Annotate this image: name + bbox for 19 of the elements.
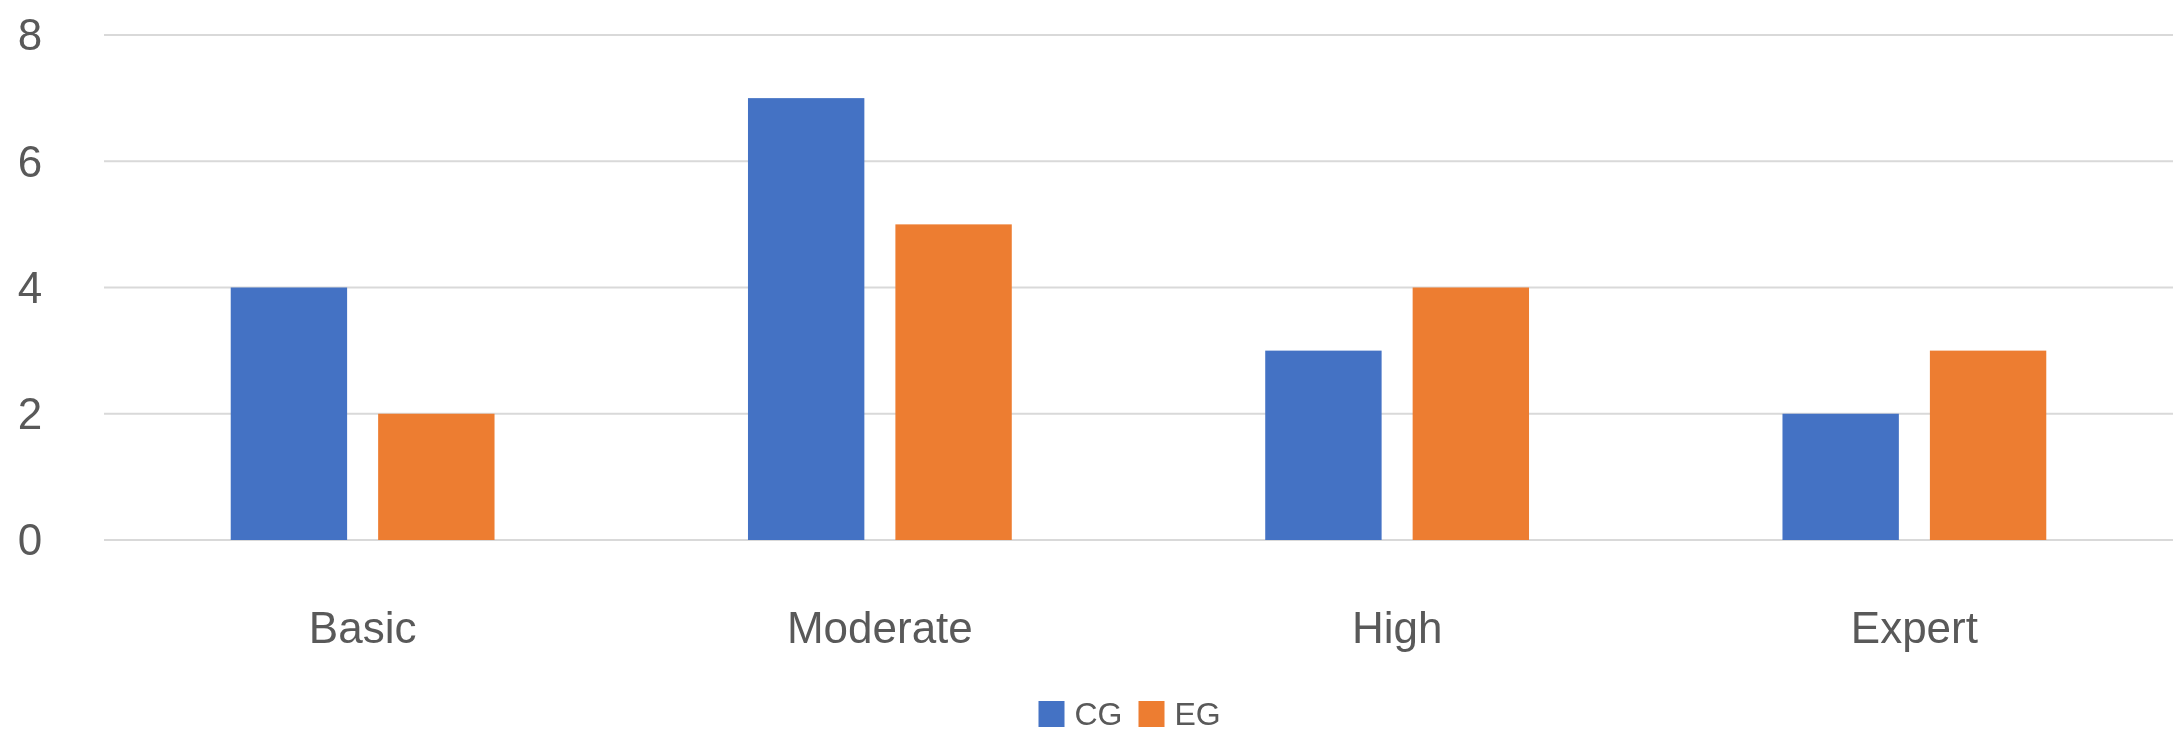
- bar: [1782, 413, 1899, 540]
- y-tick-label: 8: [17, 10, 43, 60]
- bar: [1265, 350, 1382, 540]
- y-tick-label: 4: [17, 262, 43, 312]
- legend-label: EG: [1174, 696, 1221, 732]
- bar: [747, 98, 865, 540]
- y-tick-label: 0: [17, 515, 43, 565]
- legend-label: CG: [1074, 696, 1123, 732]
- y-tick-label: 6: [17, 136, 43, 186]
- bar: [1929, 350, 2047, 540]
- x-tick-label: Moderate: [786, 603, 973, 653]
- bar: [895, 224, 1012, 540]
- x-tick-label: High: [1351, 603, 1443, 653]
- bar: [230, 287, 348, 540]
- bar: [1412, 287, 1530, 540]
- x-tick-label: Basic: [308, 603, 417, 653]
- y-tick-label: 2: [17, 389, 43, 439]
- bar: [378, 413, 495, 540]
- x-tick-label: Expert: [1850, 603, 1978, 653]
